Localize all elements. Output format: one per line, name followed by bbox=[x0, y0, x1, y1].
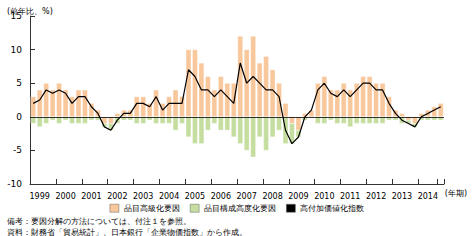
svg-text:(年期): (年期) bbox=[445, 189, 467, 198]
svg-text:2007: 2007 bbox=[237, 192, 257, 201]
svg-text:10: 10 bbox=[11, 45, 23, 55]
svg-text:2011: 2011 bbox=[340, 192, 360, 201]
svg-text:-10: -10 bbox=[7, 179, 22, 189]
svg-text:2005: 2005 bbox=[185, 192, 205, 201]
svg-text:2002: 2002 bbox=[107, 192, 127, 201]
svg-text:2004: 2004 bbox=[159, 192, 179, 201]
svg-text:2001: 2001 bbox=[81, 192, 101, 201]
svg-text:品目高級化要因: 品目高級化要因 bbox=[124, 204, 180, 213]
svg-text:5: 5 bbox=[16, 78, 22, 88]
svg-text:2008: 2008 bbox=[262, 192, 282, 201]
svg-text:品目構成高度化要因: 品目構成高度化要因 bbox=[204, 204, 276, 213]
svg-text:2013: 2013 bbox=[392, 192, 412, 201]
svg-text:-5: -5 bbox=[13, 145, 22, 155]
svg-text:15: 15 bbox=[10, 11, 22, 21]
svg-text:2009: 2009 bbox=[288, 192, 308, 201]
svg-text:2014: 2014 bbox=[418, 192, 438, 201]
svg-text:資料：財務省「貿易統計」、日本銀行「企業物価指数」から作成。: 資料：財務省「貿易統計」、日本銀行「企業物価指数」から作成。 bbox=[7, 228, 247, 236]
svg-text:備考：要因分解の方法については、付注１を参照。: 備考：要因分解の方法については、付注１を参照。 bbox=[7, 217, 191, 226]
svg-text:2000: 2000 bbox=[55, 192, 75, 201]
svg-text:0: 0 bbox=[16, 112, 22, 122]
svg-text:2012: 2012 bbox=[366, 192, 386, 201]
svg-text:2003: 2003 bbox=[133, 192, 153, 201]
svg-text:2006: 2006 bbox=[211, 192, 231, 201]
svg-text:1999: 1999 bbox=[30, 192, 50, 201]
svg-text:2010: 2010 bbox=[314, 192, 334, 201]
svg-text:(前年比、%): (前年比、%) bbox=[7, 7, 53, 16]
svg-text:高付加価値化指数: 高付加価値化指数 bbox=[300, 204, 364, 213]
